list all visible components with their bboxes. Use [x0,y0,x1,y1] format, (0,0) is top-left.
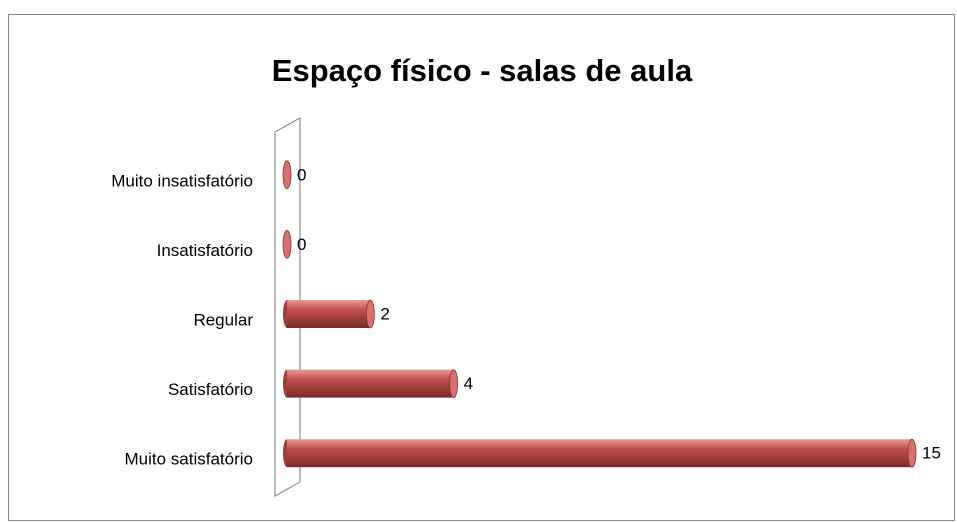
y-tick-label: Satisfatório [168,380,253,399]
y-tick-label: Muito insatisfatório [111,171,253,190]
data-label: 0 [297,235,306,254]
bar-cap [449,369,459,399]
bar-cap [365,299,375,329]
chart-frame [8,14,955,521]
data-label: 2 [380,304,389,323]
y-tick-label: Regular [193,310,253,329]
data-label: 4 [464,374,473,393]
bar [287,369,454,398]
bar [287,439,912,468]
data-label: 0 [297,165,306,184]
bar-cap [907,438,917,468]
y-tick-label: Insatisfatório [157,241,253,260]
bar [287,300,371,328]
y-tick-label: Muito satisfatório [125,450,254,469]
bar-cap [282,160,292,190]
bar-cap [282,229,292,259]
data-label: 15 [922,444,941,463]
chart-title: Espaço físico - salas de aula [272,53,693,88]
